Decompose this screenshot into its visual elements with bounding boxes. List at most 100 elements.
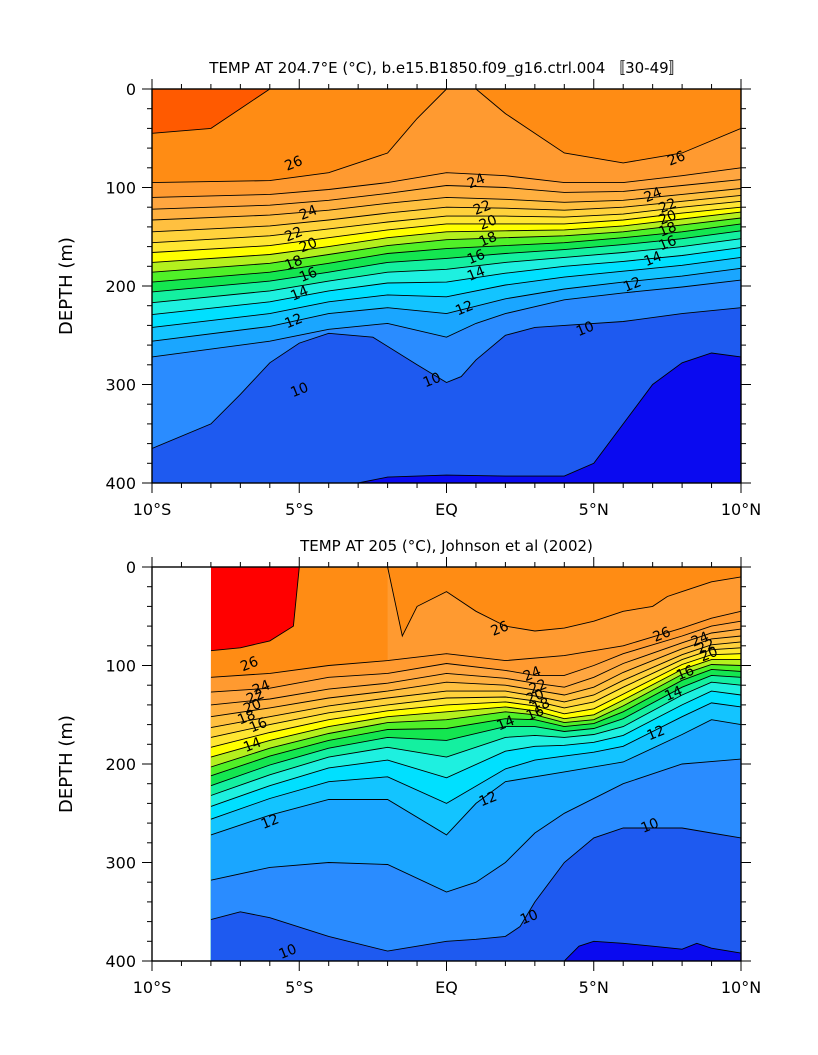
contour-label: 18 (530, 695, 553, 717)
isotherm-20 (210, 653, 741, 748)
isotherm-fill-10 (210, 828, 741, 961)
contour-label: 14 (495, 713, 518, 735)
isotherm-15 (210, 681, 741, 796)
y-tick-label: 300 (105, 376, 136, 395)
isotherm-25 (152, 167, 741, 198)
y-axis-label: DEPTH (m) (56, 237, 77, 335)
contour-label: 20 (698, 644, 721, 666)
contour-label: 12 (645, 723, 668, 745)
contour-lines (152, 89, 741, 483)
chart-title: TEMP AT 204.7°E (°C), b.e15.B1850.f09_g1… (208, 59, 683, 78)
contour-label: 20 (297, 235, 320, 257)
isotherm-12 (152, 267, 741, 342)
contour-label: 24 (250, 677, 273, 699)
isotherm-22 (152, 194, 741, 233)
isotherm-18 (152, 217, 741, 273)
isotherm-9 (358, 352, 741, 483)
contour-label: 24 (642, 185, 665, 207)
contour-lines (210, 567, 741, 961)
isotherm-24 (210, 628, 741, 706)
contour-label: 24 (521, 664, 544, 686)
isotherm-25 (210, 620, 741, 693)
y-axis: 0 100 200 300 400 (105, 80, 751, 493)
y-tick-label: 0 (126, 558, 136, 577)
contour-label: 10 (574, 319, 597, 341)
contour-label: 14 (642, 249, 665, 271)
contour-label: 26 (665, 148, 688, 170)
contour-label: 18 (656, 219, 679, 241)
y-tick-label: 0 (126, 80, 136, 99)
filled-contours (152, 89, 741, 483)
contour-label: 26 (651, 624, 674, 646)
isotherm-11 (152, 279, 741, 358)
contour-labels: 2624222018161412102624222018161412101026… (235, 618, 720, 963)
contour-label: 10 (421, 370, 444, 392)
isotherm-17 (210, 668, 741, 777)
isotherm-fill-10 (152, 307, 741, 483)
isotherm-26 (210, 610, 741, 678)
contour-label: 12 (477, 789, 500, 811)
contour-label: 22 (244, 686, 267, 708)
contour-label: 22 (282, 224, 305, 246)
isotherm-14 (210, 690, 741, 807)
x-tick-label: 5°N (579, 978, 609, 997)
isotherm-16 (210, 674, 741, 787)
isotherm-16 (152, 230, 741, 293)
isotherm-20 (152, 206, 741, 253)
contour-label: 18 (282, 253, 305, 275)
isotherm-23 (210, 635, 741, 718)
contour-label: 10 (277, 941, 300, 963)
x-tick-label: 5°S (285, 978, 313, 997)
x-tick-label: EQ (435, 978, 458, 997)
contour-label: 18 (235, 707, 258, 729)
panel-1: 2624222018161412102422201816141210102624… (56, 59, 761, 519)
isotherm-21 (210, 647, 741, 738)
contour-label: 16 (656, 233, 679, 255)
contour-label: 22 (471, 197, 494, 219)
y-tick-label: 400 (105, 474, 136, 493)
y-axis-label: DEPTH (m) (56, 715, 77, 813)
isotherm-11 (210, 758, 741, 893)
isotherm-26_5 (387, 567, 741, 638)
isotherm-10 (152, 307, 741, 449)
contour-label: 12 (621, 274, 644, 296)
y-tick-label: 200 (105, 277, 136, 296)
isotherm-19 (152, 211, 741, 263)
x-tick-label: 5°N (579, 500, 609, 519)
contour-label: 20 (656, 207, 679, 229)
x-tick-label: 10°N (721, 978, 761, 997)
isotherm-21 (152, 200, 741, 244)
contour-label: 14 (662, 683, 685, 705)
panel-2: 2624222018161412102624222018161412101026… (56, 537, 761, 997)
contour-label: 12 (453, 298, 476, 320)
isotherm-26 (152, 89, 741, 184)
isotherm-27 (210, 567, 300, 652)
isotherm-fill-9 (358, 353, 741, 483)
isotherm-10 (210, 827, 741, 952)
y-tick-label: 100 (105, 657, 136, 676)
isotherm-13 (152, 256, 741, 328)
contour-label: 24 (465, 171, 488, 193)
contour-label: 14 (465, 263, 488, 285)
contour-label: 12 (259, 811, 282, 833)
x-tick-label: EQ (435, 500, 458, 519)
contour-label: 22 (695, 636, 718, 658)
contour-label: 20 (524, 686, 547, 708)
isotherm-18 (210, 664, 741, 768)
contour-label: 22 (527, 676, 550, 698)
y-tick-label: 400 (105, 952, 136, 971)
y-tick-label: 200 (105, 755, 136, 774)
x-tick-label: 10°N (721, 500, 761, 519)
contour-label: 26 (238, 654, 261, 676)
contour-label: 14 (288, 283, 311, 305)
isotherm-9 (563, 940, 741, 961)
y-tick-label: 300 (105, 854, 136, 873)
contour-label: 22 (656, 195, 679, 217)
contour-label: 26 (489, 618, 512, 640)
y-tick-label: 100 (105, 179, 136, 198)
contour-label: 10 (639, 815, 662, 837)
x-axis: 10°S 5°S EQ 5°N 10°N (133, 557, 761, 997)
isotherm-13 (210, 702, 741, 820)
contour-label: 20 (477, 212, 500, 234)
